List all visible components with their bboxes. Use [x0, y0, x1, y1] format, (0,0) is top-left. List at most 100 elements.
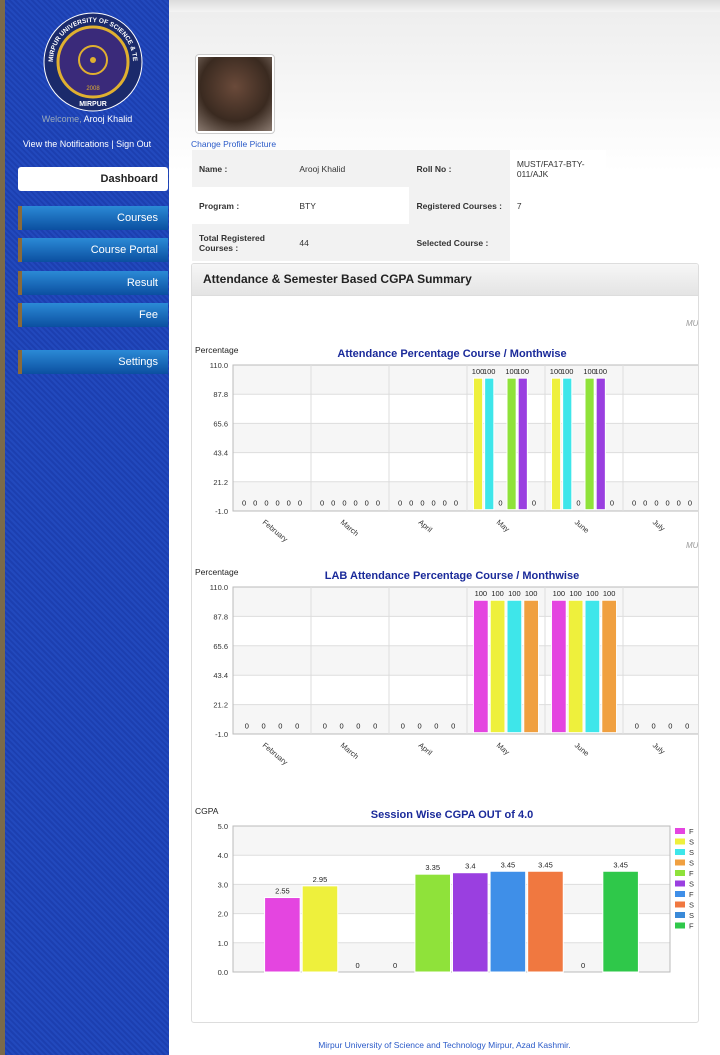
value-label: 2.55 [275, 887, 290, 896]
y-tick-label: 3.0 [218, 880, 228, 889]
value-label: 0 [262, 722, 266, 731]
plot-band [233, 704, 698, 734]
y-tick-label: 1.0 [218, 939, 228, 948]
bar [301, 885, 339, 973]
y-tick-label: 87.8 [213, 390, 228, 399]
sign-out-link[interactable]: Sign Out [116, 139, 152, 149]
legend-swatch [675, 859, 685, 866]
bar [472, 599, 489, 734]
value-label: 0 [409, 499, 413, 508]
value-label: 0 [677, 499, 681, 508]
value-label: 0 [643, 499, 647, 508]
legend-swatch [675, 838, 685, 845]
chart-title: Attendance Percentage Course / Monthwise [337, 348, 566, 360]
bar [452, 872, 489, 973]
bar [562, 377, 573, 511]
nav-courses[interactable]: Courses [18, 206, 168, 230]
chart-title: LAB Attendance Percentage Course / Month… [325, 570, 579, 582]
value-label: 0 [342, 499, 346, 508]
y-tick-label: 65.6 [213, 642, 228, 651]
value-label: 0 [420, 499, 424, 508]
y-tick-label: 2.0 [218, 910, 228, 919]
bar [506, 377, 517, 511]
chart-title: Session Wise CGPA OUT of 4.0 [371, 809, 534, 821]
y-axis-title: Percentage [195, 567, 239, 577]
value-label: 2.95 [313, 875, 328, 884]
value-label: 3.35 [425, 863, 440, 872]
x-tick-label: June [573, 741, 591, 758]
legend-label: S [689, 838, 694, 847]
legend-swatch [675, 880, 685, 887]
nav-fee[interactable]: Fee [18, 303, 168, 327]
bar [489, 870, 527, 973]
nav-result[interactable]: Result [18, 271, 168, 295]
value-label: 100 [603, 589, 616, 598]
value-label: 0 [454, 499, 458, 508]
bar [264, 897, 301, 973]
y-tick-label: 87.8 [213, 612, 228, 621]
value-label: 0 [652, 722, 656, 731]
value-label: 0 [278, 722, 282, 731]
y-tick-label: 21.2 [213, 478, 228, 487]
nav-dashboard[interactable]: Dashboard [18, 167, 168, 191]
legend-label: F [689, 890, 694, 899]
welcome: Welcome, [41, 114, 82, 124]
sidebar: MIRPUR UNIVERSITY OF SCIENCE & TECHNOLOG… [0, 0, 169, 1055]
legend-label: S [689, 880, 694, 889]
value-label: 0 [354, 499, 358, 508]
value-label: 100 [491, 589, 504, 598]
value-label: 0 [376, 499, 380, 508]
y-axis-title: CGPA [195, 806, 219, 816]
legend-swatch [675, 901, 685, 908]
value-label: 100 [595, 367, 608, 376]
nav-course-portal[interactable]: Course Portal [18, 238, 168, 262]
bar [506, 599, 523, 734]
value-label: 0 [323, 722, 327, 731]
value-label: 100 [553, 589, 566, 598]
value-label: 100 [475, 589, 488, 598]
y-tick-label: -1.0 [215, 730, 228, 739]
logo: MIRPUR UNIVERSITY OF SCIENCE & TECHNOLOG… [38, 12, 143, 112]
bar [472, 377, 484, 511]
x-tick-label: March [339, 518, 361, 538]
x-tick-label: July [651, 741, 667, 757]
cell: 7 [516, 200, 522, 211]
value-label: 0 [295, 722, 299, 731]
value-label: 0 [393, 961, 397, 970]
profile-picture[interactable] [195, 54, 275, 134]
bar [484, 377, 495, 511]
value-label: 0 [365, 499, 369, 508]
x-tick-label: April [417, 518, 435, 535]
y-tick-label: 4.0 [218, 851, 228, 860]
value-label: 3.45 [538, 860, 553, 869]
legend-label: F [689, 827, 694, 836]
value-label: 0 [418, 722, 422, 731]
value-label: 0 [340, 722, 344, 731]
value-label: 0 [635, 722, 639, 731]
legend-label: F [689, 922, 694, 931]
value-label: 0 [242, 499, 246, 508]
value-label: 0 [576, 499, 580, 508]
cell: Total Registered Courses : [199, 232, 265, 253]
value-label: 100 [550, 367, 563, 376]
nav-settings[interactable]: Settings [18, 350, 168, 374]
value-label: 100 [525, 589, 538, 598]
y-tick-label: 21.2 [213, 701, 228, 710]
value-label: 100 [586, 589, 599, 598]
x-tick-label: February [261, 741, 290, 767]
bar [550, 599, 567, 734]
y-tick-label: 65.6 [213, 419, 228, 428]
change-picture-link[interactable]: Change Profile Picture [191, 139, 277, 149]
value-label: 0 [264, 499, 268, 508]
value-label: 100 [505, 367, 518, 376]
value-label: 0 [451, 722, 455, 731]
user-name: Arooj Khalid [83, 114, 133, 124]
chart-credit: MU [686, 319, 698, 328]
cell: Registered Courses : [409, 187, 510, 224]
value-label: 0 [320, 499, 324, 508]
notifications-link[interactable]: View the Notifications [22, 139, 109, 149]
value-label: 0 [253, 499, 257, 508]
y-tick-label: -1.0 [215, 507, 228, 516]
y-axis-title: Percentage [195, 345, 239, 355]
value-label: 0 [398, 499, 402, 508]
